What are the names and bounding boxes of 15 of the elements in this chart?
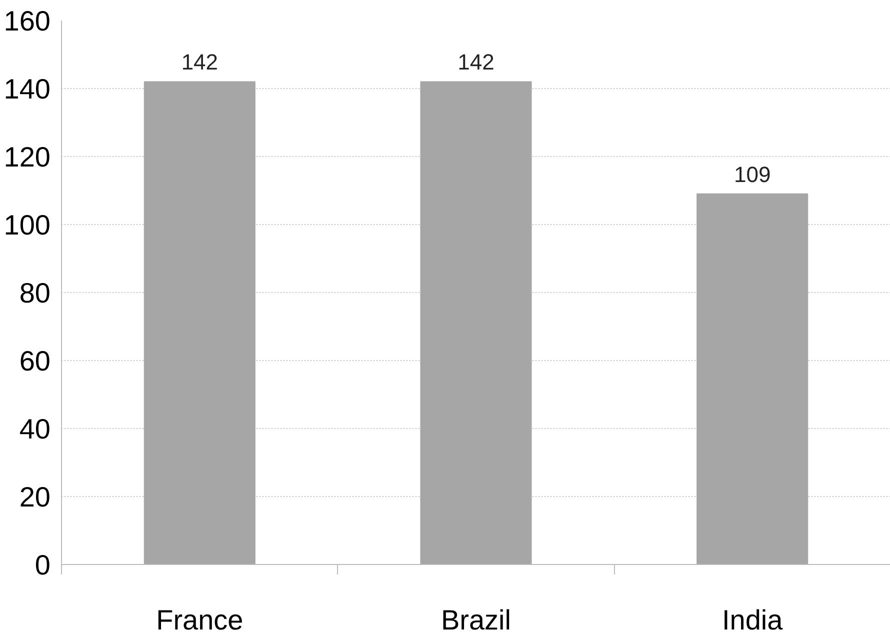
y-tick-label: 160 (4, 6, 50, 36)
y-tick-label: 140 (4, 74, 50, 104)
data-label: 142 (458, 50, 494, 75)
x-tick-label: Brazil (440, 604, 512, 636)
y-tick-label: 0 (34, 550, 51, 580)
y-tick-label: 80 (19, 278, 51, 308)
x-tick-label: France (156, 604, 244, 636)
y-tick-label: 40 (19, 414, 51, 444)
data-label: 142 (181, 50, 218, 75)
data-label: 109 (734, 162, 771, 187)
y-tick-label: 100 (4, 210, 50, 240)
x-tick-label: India (722, 604, 784, 636)
y-tick-label: 120 (4, 142, 50, 172)
y-tick-label: 20 (19, 482, 51, 512)
y-tick-label: 60 (19, 346, 51, 376)
